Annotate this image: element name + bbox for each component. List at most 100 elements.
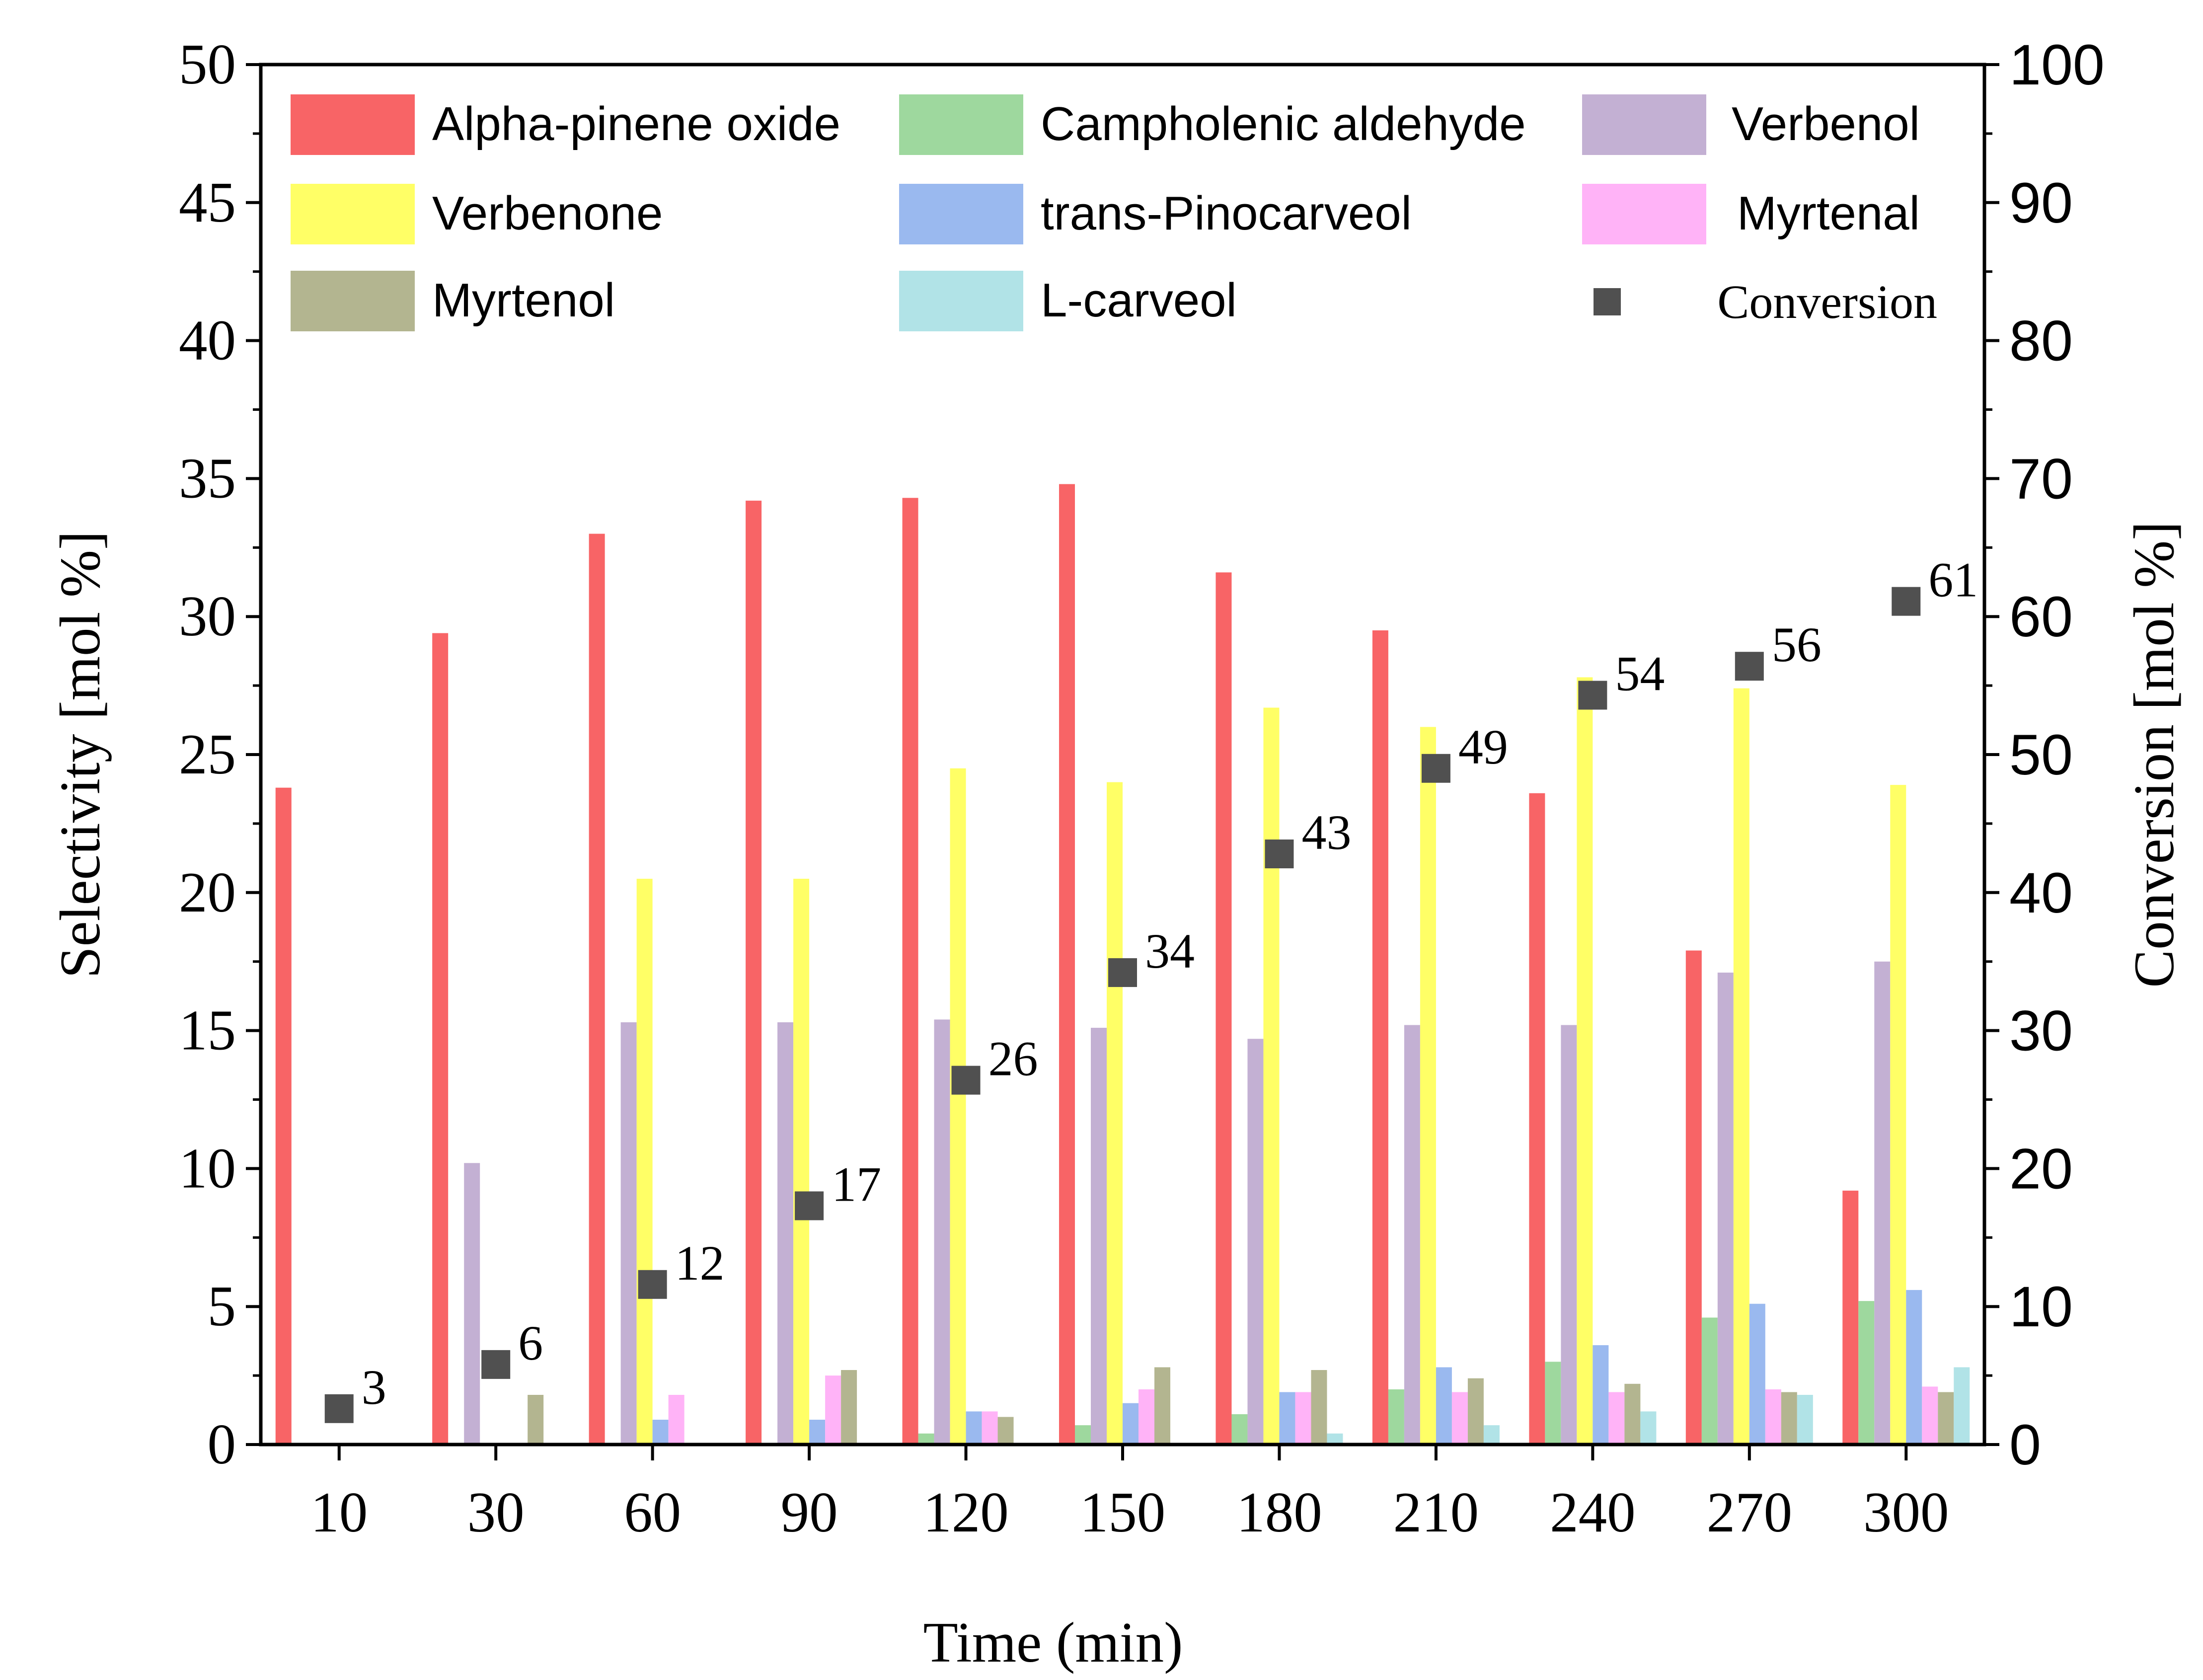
legend-label: Verbenone [432,187,663,240]
legend-label: trans-Pinocarveol [1041,187,1412,240]
legend-swatch [291,94,415,155]
bar [1388,1389,1404,1445]
bar [1059,484,1075,1445]
bar [1685,950,1702,1445]
y2-tick-label: 50 [2009,723,2073,787]
y2-tick-label: 10 [2009,1275,2073,1339]
conversion-label: 34 [1145,923,1195,979]
tick-layer: 0 5 10 15 20 25 30 35 40 45 50 0 10 20 30 40 50 60 70 80 90 1… [179,33,2105,1544]
axis-labels: Time (min) Selectivity [mol %] Conversio… [49,521,2186,1674]
x-tick-label: 10 [310,1481,368,1544]
y-tick-label: 30 [179,585,236,648]
bar [934,1019,950,1445]
bar [1890,785,1906,1445]
bar [1107,782,1123,1445]
conversion-label: 43 [1301,805,1351,860]
bar [464,1163,480,1445]
conversion-label: 3 [362,1360,386,1415]
x-tick-label: 120 [923,1481,1009,1544]
legend-swatch [899,94,1023,155]
bar [825,1375,841,1445]
conversion-label: 12 [675,1235,725,1291]
bar [1858,1301,1875,1445]
bar [1842,1190,1859,1445]
bar [1215,572,1232,1445]
y-tick-label: 5 [208,1275,236,1338]
bar [1295,1392,1311,1445]
bar [1279,1392,1295,1445]
bar [966,1411,982,1445]
bar [589,534,605,1445]
conversion-layer: 3 6 12 17 26 34 43 49 54 56 61 [324,552,1978,1423]
bar [1954,1367,1970,1445]
y-tick-label: 0 [208,1413,236,1476]
bar [275,787,292,1445]
bar [918,1433,934,1445]
bar [1938,1392,1954,1445]
bar [1749,1303,1765,1445]
bar [1577,677,1593,1445]
bar [1545,1362,1561,1445]
bar [1797,1394,1813,1445]
bar [620,1022,637,1445]
conversion-point [1892,587,1921,616]
bar [1420,727,1436,1445]
bar [1263,707,1280,1445]
bar [1327,1433,1343,1445]
y-tick-label: 50 [179,33,236,96]
legend-label: Myrtenol [432,274,615,327]
bar [777,1022,794,1445]
bar [1372,630,1388,1445]
bar [1436,1367,1452,1445]
legend-swatch [291,271,415,331]
bar [1640,1411,1657,1445]
legend-swatch [1582,94,1706,155]
conversion-label: 17 [832,1156,881,1212]
x-tick-label: 150 [1080,1481,1166,1544]
bar [1154,1367,1170,1445]
y-tick-label: 45 [179,171,236,234]
y-tick-label: 20 [179,861,236,924]
bar [1733,688,1749,1445]
x-tick-label: 300 [1863,1481,1949,1544]
bar [1874,961,1891,1445]
bar [1529,793,1545,1445]
bar [1701,1317,1718,1445]
y-tick-label: 10 [179,1137,236,1200]
legend-conversion-marker [1594,288,1621,315]
bar [1123,1403,1139,1445]
bar [1561,1025,1577,1445]
bar [793,879,810,1445]
bar [1765,1389,1781,1445]
bar [1483,1425,1500,1445]
bar [1247,1039,1264,1445]
conversion-point [638,1270,667,1299]
bar [1091,1028,1107,1445]
x-axis-title: Time (min) [923,1611,1183,1674]
bar [950,768,966,1445]
conversion-label: 6 [518,1315,543,1371]
legend-label: L-carveol [1041,274,1237,327]
y2-tick-label: 80 [2009,309,2073,373]
bar [1231,1414,1248,1445]
x-tick-label: 30 [467,1481,525,1544]
x-tick-label: 60 [624,1481,681,1544]
bar [528,1394,544,1445]
conversion-point [951,1066,981,1095]
x-tick-label: 210 [1393,1481,1479,1544]
bar [982,1411,998,1445]
legend-label: Alpha-pinene oxide [432,97,840,151]
bar [1467,1378,1484,1445]
bar [1139,1389,1154,1445]
conversion-point [1108,958,1137,987]
conversion-point [1421,754,1450,783]
bar [997,1417,1014,1445]
bars-layer [275,484,1970,1445]
bar [652,1419,669,1445]
conversion-label: 26 [988,1031,1038,1086]
y2-axis-title: Conversion [mol %] [2123,521,2186,988]
bar [841,1370,857,1445]
legend-swatch [899,271,1023,331]
y-axis-title: Selectivity [mol %] [49,531,112,979]
bar [1717,972,1734,1445]
